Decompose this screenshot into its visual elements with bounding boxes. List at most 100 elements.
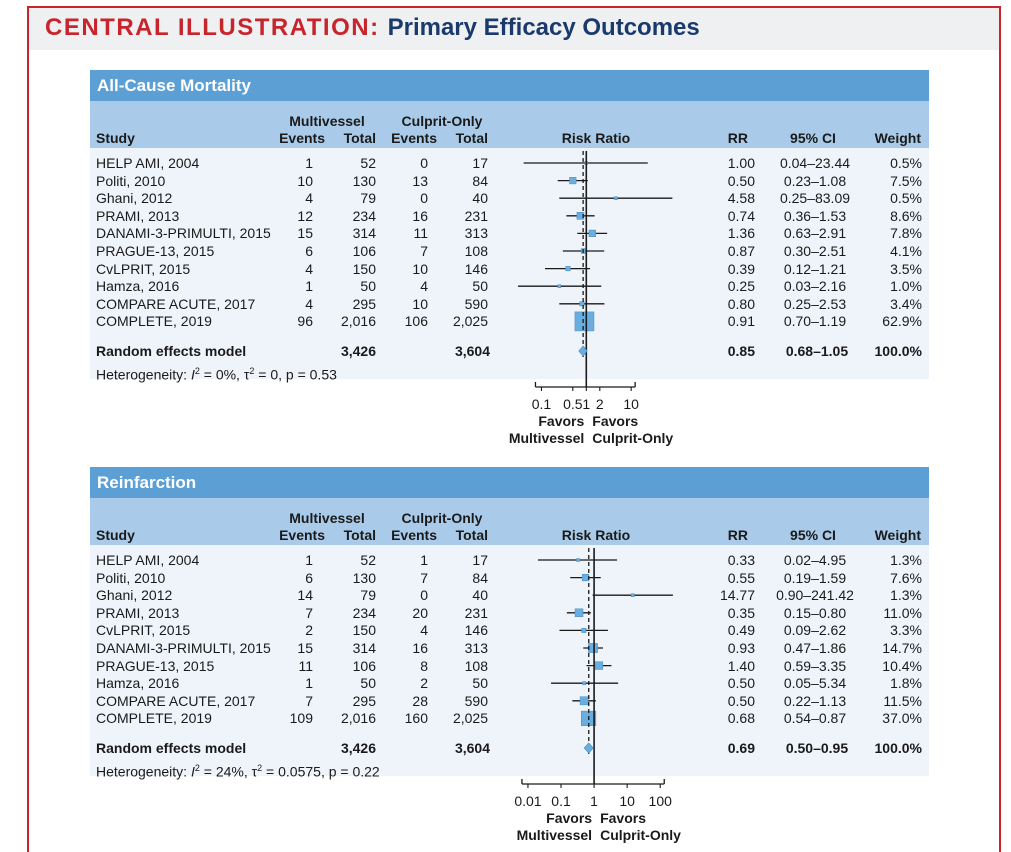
culprit-only-header: Culprit-Only <box>401 510 483 526</box>
pooled-label: Random effects model <box>96 343 247 359</box>
study-name: Hamza, 2016 <box>96 675 180 692</box>
co-events: 4 <box>420 278 428 295</box>
weight-value: 37.0% <box>882 710 922 727</box>
study-header: Study <box>96 527 135 543</box>
mv-total: 150 <box>352 622 376 639</box>
pooled-diamond <box>578 345 588 357</box>
weight-value: 62.9% <box>882 313 922 330</box>
co-events: 10 <box>412 295 428 312</box>
panel-title: All-Cause Mortality <box>90 70 929 101</box>
weight-value: 7.8% <box>890 225 922 242</box>
co-total: 40 <box>472 190 488 207</box>
rr-value: 0.33 <box>727 552 755 568</box>
heterogeneity-stats: Heterogeneity: I2 = 24%, τ2 = 0.0575, p … <box>96 763 380 780</box>
favors-culprit-label: Favors <box>592 413 639 429</box>
co-events: 16 <box>412 207 428 224</box>
rr-value: 0.50 <box>727 675 755 692</box>
mv-events: 10 <box>297 172 313 189</box>
x-tick-label: 0.01 <box>514 793 542 809</box>
weight-value: 1.0% <box>890 278 922 295</box>
co-total: 108 <box>464 243 488 259</box>
rr-value: 14.77 <box>719 587 755 604</box>
mv-events: 7 <box>305 604 313 621</box>
rr-value: 0.39 <box>727 260 755 277</box>
co-total: 17 <box>472 552 488 568</box>
mv-total: 50 <box>360 278 376 295</box>
mv-total: 52 <box>360 552 376 568</box>
ci-value: 0.36–1.53 <box>783 207 847 224</box>
study-name: COMPARE ACUTE, 2017 <box>96 295 256 312</box>
risk-ratio-header: Risk Ratio <box>561 527 631 543</box>
mv-total: 295 <box>352 692 376 709</box>
mv-events: 1 <box>305 552 313 568</box>
rr-value: 1.40 <box>727 657 755 674</box>
mv-events: 2 <box>305 622 313 639</box>
mv-total: 130 <box>352 172 376 189</box>
weight-value: 11.0% <box>883 604 922 621</box>
co-total: 313 <box>464 640 488 656</box>
mv-events: 4 <box>305 295 313 312</box>
co-events: 2 <box>420 675 428 692</box>
study-name: PRAMI, 2013 <box>96 604 180 621</box>
ci-value: 0.02–4.95 <box>783 552 847 568</box>
pooled-ci: 0.50–0.95 <box>785 740 849 756</box>
mv-events-header: Events <box>279 130 325 146</box>
co-total: 40 <box>472 587 488 604</box>
co-total-header: Total <box>455 527 488 543</box>
point-estimate <box>574 311 595 332</box>
pooled-co-total: 3,604 <box>454 740 490 756</box>
title-main: Primary Efficacy Outcomes <box>387 14 700 41</box>
mv-events: 1 <box>305 278 313 295</box>
rr-value: 0.50 <box>727 172 755 189</box>
rr-value: 0.68 <box>727 710 755 727</box>
pooled-ci: 0.68–1.05 <box>785 343 849 359</box>
ci-value: 0.15–0.80 <box>783 604 847 621</box>
co-total: 17 <box>472 155 488 171</box>
rr-value: 0.91 <box>727 313 755 330</box>
page-title: CENTRAL ILLUSTRATION: Primary Efficacy Ou… <box>45 14 700 42</box>
co-events: 4 <box>420 622 428 639</box>
multivessel-header: Multivessel <box>289 510 365 526</box>
study-name: PRAGUE-13, 2015 <box>96 243 215 259</box>
rr-value: 1.36 <box>727 225 755 242</box>
co-total: 50 <box>472 675 488 692</box>
panel-title: Reinfarction <box>90 467 929 498</box>
ci-value: 0.54–0.87 <box>783 710 847 727</box>
column-header-band <box>90 498 929 545</box>
mv-total: 2,016 <box>340 313 376 330</box>
mv-events: 1 <box>305 675 313 692</box>
column-header-band <box>90 101 929 148</box>
mv-total: 234 <box>352 207 376 224</box>
point-estimate <box>581 627 587 633</box>
mv-total: 50 <box>360 675 376 692</box>
co-events: 16 <box>412 640 428 656</box>
co-total: 146 <box>464 260 488 277</box>
ci-value: 0.03–2.16 <box>783 278 847 295</box>
ci-value: 0.70–1.19 <box>783 313 847 330</box>
favors-culprit-label: Culprit-Only <box>600 827 681 843</box>
study-name: COMPLETE, 2019 <box>96 710 212 727</box>
point-estimate <box>557 284 562 288</box>
mv-events: 11 <box>298 657 313 674</box>
pooled-mv-total: 3,426 <box>340 343 376 359</box>
x-tick-label: 10 <box>623 396 639 412</box>
study-name: Ghani, 2012 <box>96 190 173 207</box>
rr-value: 0.55 <box>727 569 755 586</box>
point-estimate <box>579 696 589 706</box>
ci-value: 0.59–3.35 <box>783 657 847 674</box>
study-name: COMPARE ACUTE, 2017 <box>96 692 256 709</box>
mv-events: 15 <box>297 225 313 242</box>
study-header: Study <box>96 130 135 146</box>
ci-value: 0.23–1.08 <box>783 172 847 189</box>
pooled-weight: 100.0% <box>874 740 922 756</box>
mv-total: 106 <box>352 243 376 259</box>
weight-value: 1.8% <box>890 675 922 692</box>
co-events: 11 <box>413 225 428 242</box>
ci-header: 95% CI <box>790 130 836 146</box>
point-estimate <box>631 593 635 597</box>
mv-events: 4 <box>305 260 313 277</box>
ci-value: 0.30–2.51 <box>783 243 847 259</box>
study-name: Hamza, 2016 <box>96 278 180 295</box>
point-estimate <box>574 608 584 618</box>
rr-value: 1.00 <box>727 155 755 171</box>
